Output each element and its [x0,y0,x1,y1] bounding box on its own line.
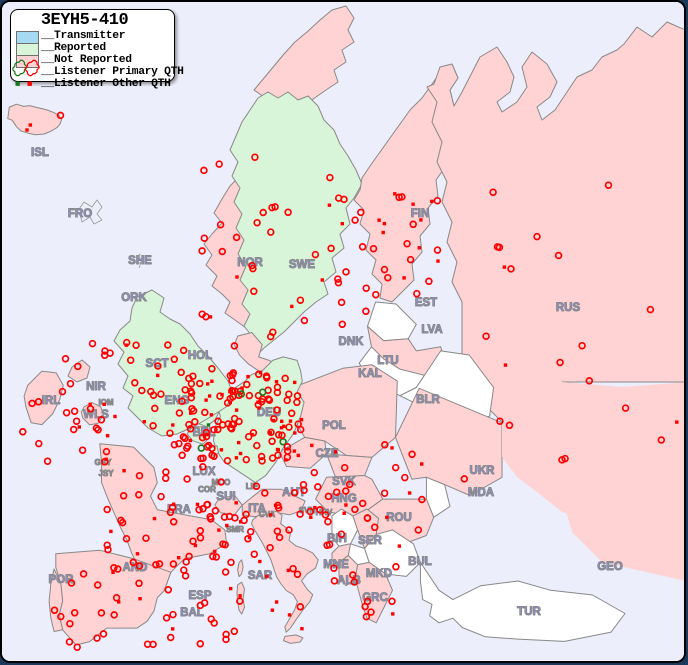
svg-text:LVA: LVA [421,324,442,336]
svg-text:TUR: TUR [517,606,541,618]
svg-text:MDA: MDA [468,487,494,499]
svg-text:FRO: FRO [68,208,92,220]
svg-text:UKR: UKR [470,465,496,477]
svg-text:LTU: LTU [377,355,399,367]
svg-text:WLS: WLS [83,409,109,421]
svg-text:IRL: IRL [42,395,61,407]
svg-text:CVA: CVA [259,510,276,519]
svg-text:SMR: SMR [226,525,244,534]
svg-text:COR: COR [198,485,216,494]
svg-text:BUL: BUL [408,556,432,568]
svg-text:MKD: MKD [366,568,392,580]
svg-text:POL: POL [322,420,346,432]
svg-text:JSY: JSY [98,469,114,478]
svg-text:LUX: LUX [193,466,216,478]
svg-text:NIR: NIR [86,381,107,393]
svg-text:CZE: CZE [316,448,339,460]
svg-text:HOL: HOL [188,350,212,362]
svg-text:SER: SER [358,535,382,547]
svg-text:RUS: RUS [556,302,581,314]
svg-text:SUI: SUI [216,491,235,503]
svg-text:BLR: BLR [416,394,440,406]
svg-text:GEO: GEO [597,561,623,573]
svg-text:DNK: DNK [339,336,365,348]
svg-text:SAR: SAR [248,570,273,582]
svg-text:EST: EST [415,297,437,309]
svg-text:ROU: ROU [386,512,412,524]
svg-text:KAL: KAL [358,368,382,380]
svg-text:IOM: IOM [98,398,113,407]
svg-text:ORK: ORK [121,292,147,304]
svg-text:ISL: ISL [31,147,49,159]
svg-text:ESP: ESP [188,590,211,602]
svg-text:SHE: SHE [128,255,152,267]
svg-text:SWE: SWE [289,259,316,271]
